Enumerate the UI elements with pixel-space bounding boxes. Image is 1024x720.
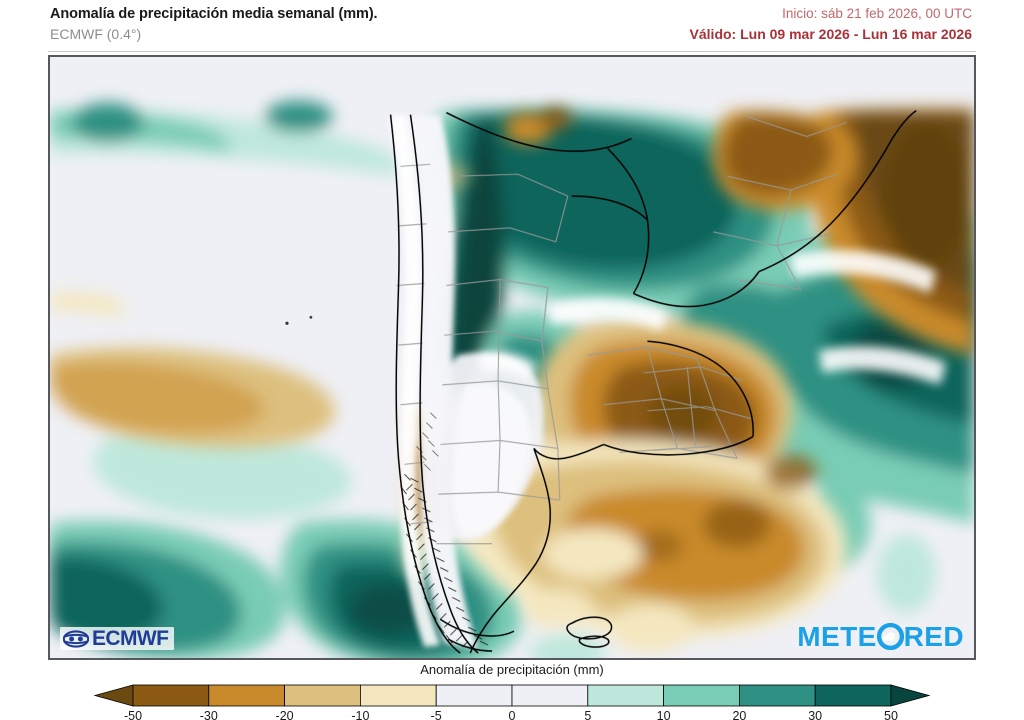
precip-anomaly-map bbox=[50, 57, 974, 658]
date-block: Inicio: sáb 21 feb 2026, 00 UTC Válido: … bbox=[690, 6, 972, 42]
meteored-text-part-2: RED bbox=[903, 621, 964, 652]
coastlines bbox=[389, 110, 917, 654]
title-block: Anomalía de precipitación media semanal … bbox=[50, 6, 378, 42]
andes-texture bbox=[400, 473, 489, 648]
colorbar-tick-label: 5 bbox=[584, 709, 591, 720]
header-divider bbox=[48, 51, 976, 52]
colorbar-tick-label: -20 bbox=[276, 709, 294, 720]
colorbar-tick-label: -10 bbox=[351, 709, 369, 720]
island-dots bbox=[285, 315, 313, 325]
colorbar-tick-labels: -50 -30 -20 -10 -5 0 5 10 20 30 50 bbox=[124, 709, 898, 720]
meteored-text-part-1: METE bbox=[797, 621, 877, 652]
colorbar-tick-label: 10 bbox=[657, 709, 671, 720]
colorbar-area: Anomalía de precipitación (mm) -50 -30 -20… bbox=[0, 662, 1024, 720]
colorbar-title: Anomalía de precipitación (mm) bbox=[420, 662, 604, 677]
colorbar-tick-label: 50 bbox=[884, 709, 898, 720]
colorbar-tick-label: -30 bbox=[200, 709, 218, 720]
ecmwf-logo-text: ECMWF bbox=[92, 627, 169, 650]
colorbar-bands bbox=[93, 684, 931, 707]
header: Anomalía de precipitación media semanal … bbox=[0, 0, 1024, 52]
colorbar: -50 -30 -20 -10 -5 0 5 10 20 30 50 bbox=[93, 684, 931, 720]
ecmwf-logo: ECMWF bbox=[60, 627, 175, 650]
admin-borders bbox=[396, 116, 847, 545]
valid-period-label: Válido: Lun 09 mar 2026 - Lun 16 mar 202… bbox=[689, 26, 972, 42]
colorbar-tick-label: -5 bbox=[431, 709, 442, 720]
model-subtitle: ECMWF (0.4°) bbox=[50, 26, 142, 42]
map-panel[interactable]: ECMWF METE RED bbox=[48, 55, 976, 660]
page-title: Anomalía de precipitación media semanal … bbox=[50, 6, 378, 22]
colorbar-tick-label: 0 bbox=[509, 709, 516, 720]
colorbar-tick-label: 20 bbox=[732, 709, 746, 720]
ecmwf-swirl-icon bbox=[63, 629, 89, 648]
meteored-logo: METE RED bbox=[797, 623, 964, 651]
meteored-logo-text: METE RED bbox=[797, 623, 964, 651]
colorbar-tick-label: -50 bbox=[124, 709, 142, 720]
colorbar-tick-label: 30 bbox=[808, 709, 822, 720]
meteored-cloud-o-icon bbox=[876, 622, 904, 651]
run-init-label: Inicio: sáb 21 feb 2026, 00 UTC bbox=[782, 6, 972, 21]
